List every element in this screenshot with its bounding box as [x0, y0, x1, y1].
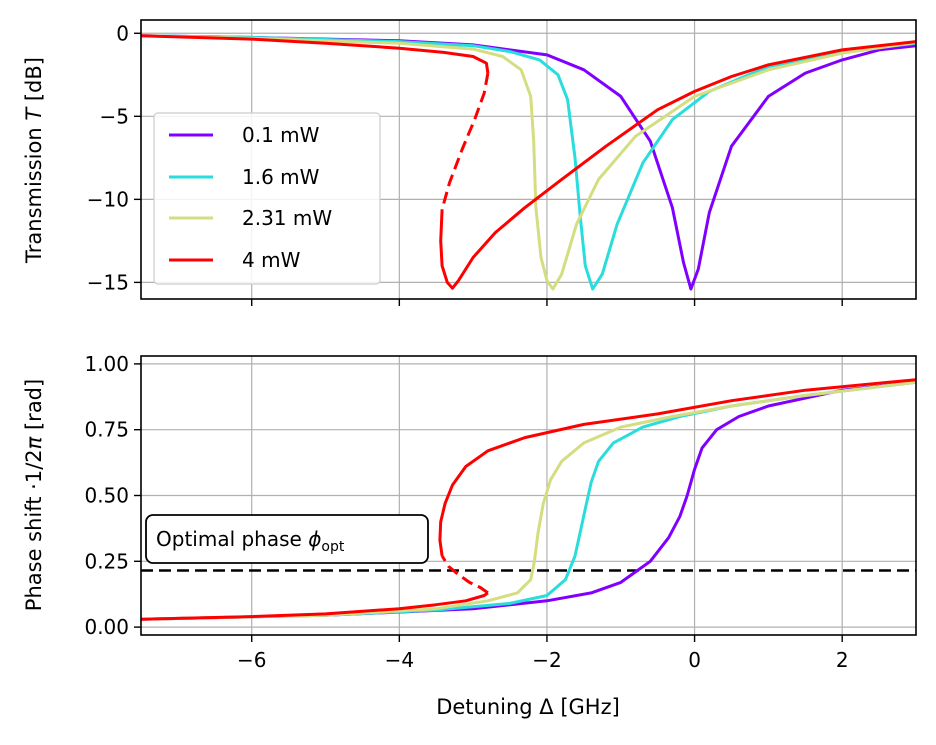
legend-box	[153, 112, 381, 285]
bottom-ytick-label: 0.50	[84, 484, 129, 508]
legend-label-3: 4 mW	[242, 248, 301, 272]
xlabel: Detuning Δ [GHz]	[436, 695, 620, 719]
bottom-ytick-label: 0.75	[84, 418, 129, 442]
top-ylabel: Transmission T [dB]	[22, 57, 46, 264]
optimal-phase-annotation: Optimal phase ϕopt	[145, 514, 429, 564]
bottom-series-4-mW	[141, 591, 489, 621]
bottom-series-0-1-mW	[141, 380, 916, 621]
phase-panel: −6 −4 −2 0 2 0.00 0.25 0.50 0.75 1.00 Phase shift…	[22, 352, 917, 719]
bottom-xtick-label: 2	[836, 648, 849, 672]
bottom-ytick-label: 0.00	[84, 615, 129, 639]
top-series-1-6-mW	[141, 34, 916, 291]
annotation-box	[145, 514, 429, 564]
top-series-4-mW-branch	[439, 40, 916, 290]
legend-label-1: 1.6 mW	[242, 165, 320, 189]
top-series	[141, 34, 916, 291]
bottom-ytick-label: 0.25	[84, 549, 129, 573]
bottom-series-2-31-mW	[141, 380, 916, 621]
top-ytick-label: −5	[100, 104, 129, 128]
top-axes-frame	[140, 19, 917, 300]
top-series-2-31-mW	[141, 34, 916, 291]
top-series-4-mW	[141, 34, 490, 74]
top-ytick-label: −10	[87, 187, 129, 211]
bottom-ytick-label: 1.00	[84, 352, 129, 376]
bottom-series-4-mW-unstable	[440, 555, 489, 595]
bottom-series-4-mW-branch	[438, 378, 916, 557]
annotation-text: Optimal phase ϕopt	[156, 527, 345, 555]
bottom-xtick-label: −4	[385, 648, 414, 672]
legend-label-2: 2.31 mW	[242, 206, 332, 230]
bottom-xtick-label: −2	[532, 648, 561, 672]
top-ytick-label: −15	[87, 270, 129, 294]
bottom-xtick-label: 0	[688, 648, 701, 672]
legend: 0.1 mW 1.6 mW 2.31 mW 4 mW	[153, 112, 381, 285]
bottom-series	[141, 378, 916, 621]
legend-label-0: 0.1 mW	[242, 123, 320, 147]
top-ticks: 0 −5 −10 −15	[87, 21, 843, 306]
bottom-ticks: −6 −4 −2 0 2 0.00 0.25 0.50 0.75 1.00	[84, 352, 848, 672]
top-ytick-label: 0	[116, 21, 129, 45]
transmission-panel: 0 −5 −10 −15 Transmission T [dB] 0.1 mW 1.6…	[22, 19, 917, 306]
bottom-xtick-label: −6	[237, 648, 266, 672]
top-series-4-mW-unstable	[440, 72, 490, 210]
bottom-ylabel: Phase shift ·1/2π [rad]	[22, 379, 46, 611]
